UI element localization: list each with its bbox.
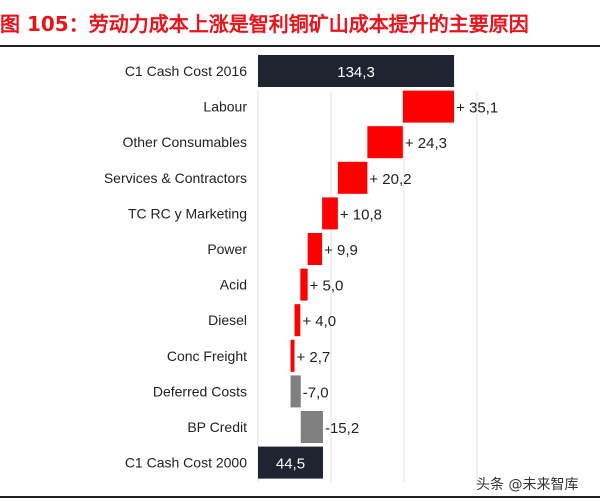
data-label: + 35,1 bbox=[456, 100, 498, 117]
data-label: -15,2 bbox=[325, 420, 359, 437]
data-label: + 9,9 bbox=[324, 242, 358, 259]
figure-title: 图 105：劳动力成本上涨是智利铜矿山成本提升的主要原因 bbox=[0, 12, 529, 36]
bar-decrease bbox=[300, 411, 323, 443]
data-label: 44,5 bbox=[276, 456, 305, 473]
data-label: 134,3 bbox=[337, 64, 375, 81]
data-label: + 2,7 bbox=[297, 349, 331, 366]
data-label: -7,0 bbox=[303, 384, 329, 401]
category-label: C1 Cash Cost 2000 bbox=[125, 455, 247, 471]
data-label: + 24,3 bbox=[405, 135, 447, 152]
bar-increase bbox=[367, 126, 403, 159]
data-label: + 4,0 bbox=[302, 313, 336, 330]
data-label: + 20,2 bbox=[369, 171, 411, 188]
bar-total bbox=[258, 446, 323, 479]
data-label: + 10,8 bbox=[340, 206, 382, 223]
category-label: Diesel bbox=[208, 312, 247, 328]
watermark: 头条 @未来智库 bbox=[476, 477, 579, 493]
bottom-divider bbox=[0, 496, 600, 498]
category-label: Other Consumables bbox=[122, 134, 247, 150]
category-label: BP Credit bbox=[187, 419, 247, 435]
bar-increase bbox=[300, 268, 308, 301]
category-label: Acid bbox=[220, 277, 247, 293]
data-label: + 5,0 bbox=[310, 278, 344, 295]
category-label: TC RC y Marketing bbox=[128, 205, 247, 221]
top-divider bbox=[0, 45, 600, 47]
category-label: Labour bbox=[203, 99, 247, 115]
bar-total bbox=[258, 55, 455, 87]
bar-increase bbox=[290, 339, 295, 372]
bar-increase bbox=[402, 90, 455, 123]
category-label: C1 Cash Cost 2016 bbox=[125, 63, 247, 79]
category-label: Conc Freight bbox=[167, 348, 247, 364]
category-label: Services & Contractors bbox=[104, 170, 247, 186]
bar-increase bbox=[337, 161, 368, 194]
bar-increase bbox=[322, 197, 338, 230]
category-label: Power bbox=[207, 241, 247, 257]
bar-increase bbox=[294, 304, 301, 337]
bar-decrease bbox=[290, 375, 301, 408]
bar-increase bbox=[307, 233, 323, 265]
category-label: Deferred Costs bbox=[153, 383, 247, 399]
